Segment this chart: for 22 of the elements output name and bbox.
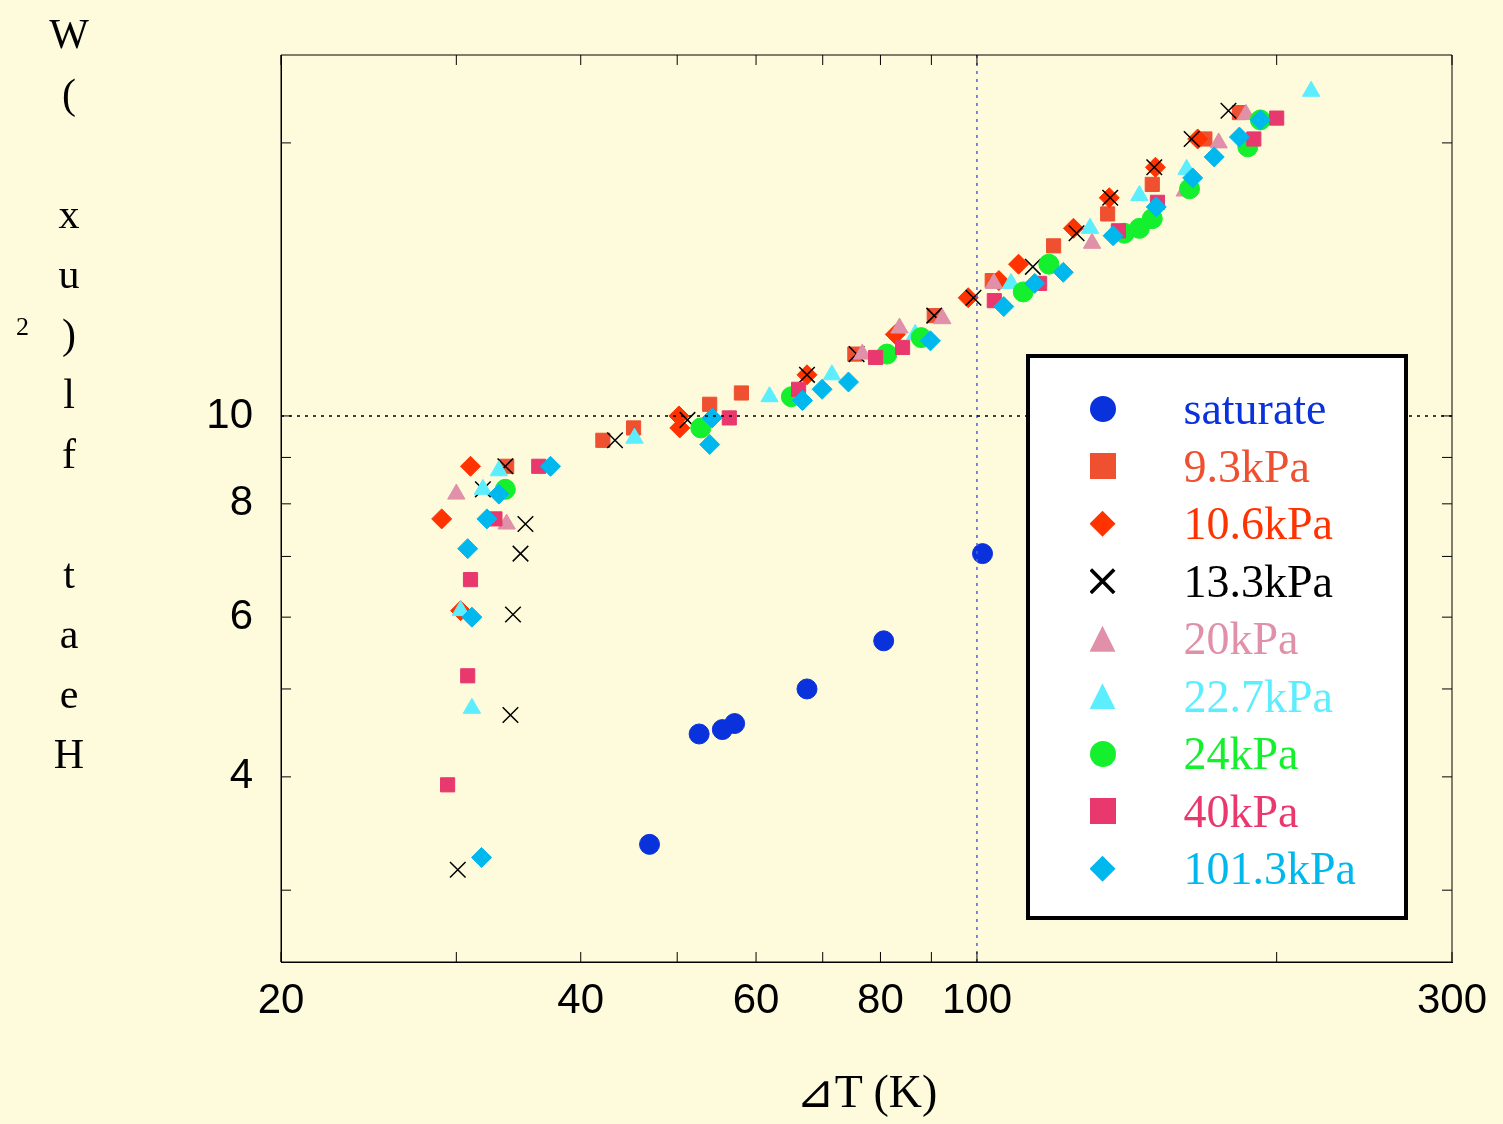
legend-label: 24kPa	[1183, 727, 1299, 781]
y-tick-label: 8	[229, 477, 253, 525]
x-axis-title: ⊿T (K)	[794, 1065, 939, 1118]
text: 2	[16, 312, 29, 342]
legend-label: 10.6kPa	[1183, 497, 1333, 551]
y-tick-label: 6	[229, 590, 253, 638]
x-tick-label: 100	[941, 974, 1012, 1022]
legend-label: 22.7kPa	[1183, 669, 1333, 723]
x-tick-label: 80	[857, 974, 904, 1022]
legend-label: 20kPa	[1183, 612, 1299, 666]
y-tick-label: 4	[229, 750, 253, 798]
x-tick-label: 60	[732, 974, 780, 1022]
y-tick-label: 10	[206, 389, 253, 437]
x-tick-label: 300	[1416, 974, 1488, 1022]
legend-label: 101.3kPa	[1183, 842, 1356, 896]
legend-label: 40kPa	[1183, 784, 1299, 838]
x-tick-label: 40	[557, 974, 605, 1022]
text: W( xu)lf taeH	[49, 11, 89, 777]
legend-label: 13.3kPa	[1183, 554, 1333, 608]
legend-label: 9.3kPa	[1183, 439, 1310, 493]
x-tick-label: 20	[257, 974, 305, 1022]
legend-label: saturate	[1183, 382, 1327, 436]
